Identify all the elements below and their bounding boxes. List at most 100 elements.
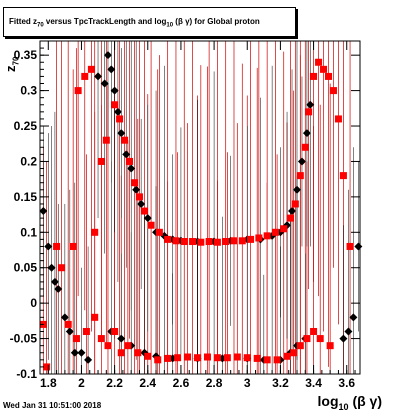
data-point: [111, 101, 119, 109]
data-point: [84, 355, 93, 364]
y-tick-label: 0: [30, 296, 37, 310]
data-point: [243, 354, 251, 362]
data-point: [65, 327, 74, 336]
data-point: [53, 242, 61, 250]
data-point: [296, 172, 304, 180]
data-point: [310, 72, 318, 80]
data-point: [154, 356, 162, 364]
data-point: [223, 354, 231, 362]
data-point: [82, 327, 90, 335]
timestamp-footer: Wed Jan 31 10:51:00 2018: [3, 401, 102, 410]
data-point: [50, 277, 59, 286]
y-tick-label: -0.1: [16, 367, 37, 381]
data-point: [302, 129, 311, 138]
data-point: [296, 342, 304, 350]
data-point: [326, 342, 334, 350]
data-point: [100, 79, 109, 88]
data-point: [60, 313, 69, 322]
data-point: [273, 356, 281, 364]
data-point: [164, 354, 172, 362]
data-point: [70, 348, 79, 357]
data-point: [77, 348, 86, 357]
x-tick-label: 3: [244, 376, 251, 390]
data-point: [97, 157, 105, 165]
data-point: [137, 199, 146, 208]
x-tick-label: 2: [78, 376, 85, 390]
data-point: [135, 193, 143, 201]
x-tick-label: 1.8: [40, 376, 57, 390]
plot-frame: [39, 40, 361, 375]
data-point: [213, 354, 221, 362]
data-point: [334, 115, 342, 123]
data-point: [310, 327, 318, 335]
data-point: [354, 242, 363, 251]
data-point: [324, 72, 332, 80]
data-point: [213, 238, 221, 246]
data-point: [315, 58, 323, 66]
x-tick-label: 3.2: [272, 376, 289, 390]
data-point: [47, 263, 56, 272]
data-point: [124, 342, 132, 350]
data-point: [184, 353, 192, 361]
data-point: [288, 207, 297, 216]
data-point: [197, 238, 205, 246]
x-tick-label: 2.6: [173, 376, 190, 390]
data-point: [131, 179, 139, 187]
data-point: [113, 107, 122, 116]
data-point: [91, 313, 99, 321]
data-point: [230, 237, 238, 245]
data-point: [107, 65, 116, 74]
y-tick-label: 0.05: [14, 261, 38, 275]
data-point: [316, 335, 324, 343]
data-point: [132, 185, 141, 194]
data-point: [222, 238, 230, 246]
data-point: [203, 353, 211, 361]
data-point: [102, 136, 110, 144]
data-point: [69, 242, 77, 250]
data-point: [320, 65, 328, 73]
data-point: [271, 228, 279, 236]
y-tick-label: 0.1: [20, 225, 37, 239]
x-tick-label: 3.4: [305, 376, 322, 390]
data-point: [127, 164, 136, 173]
y-tick-label: -0.05: [10, 332, 38, 346]
y-tick-label: 0.35: [14, 48, 38, 62]
y-axis-label: z70: [3, 56, 21, 72]
data-point: [280, 225, 288, 233]
data-point: [253, 354, 261, 362]
y-tick-label: 0.3: [20, 84, 37, 98]
data-point: [110, 86, 119, 95]
data-point: [44, 242, 53, 251]
data-point: [233, 353, 241, 361]
error-bars: [42, 41, 359, 374]
y-tick-label: 0.15: [14, 190, 38, 204]
data-point: [144, 352, 152, 360]
data-point: [263, 232, 271, 240]
data-point: [54, 284, 63, 293]
data-point: [291, 200, 299, 208]
data-point: [91, 228, 99, 236]
data-point: [58, 264, 66, 272]
x-axis: 1.8 2 2.2 2.4 2.6 2.8 3 3.2 3.4 3.6: [39, 41, 356, 390]
data-point: [111, 327, 119, 335]
data-point: [64, 320, 72, 328]
y-tick-label: 0.25: [14, 119, 38, 133]
data-point: [122, 150, 131, 159]
x-tick-label: 3.6: [338, 376, 355, 390]
data-point: [97, 335, 105, 343]
data-point: [87, 65, 95, 73]
data-point: [174, 354, 182, 362]
data-point: [283, 352, 291, 360]
data-point: [349, 313, 358, 322]
data-point: [238, 237, 246, 245]
data-point: [297, 157, 306, 166]
data-point: [147, 221, 155, 229]
data-point: [301, 143, 309, 151]
x-axis-label: log10 (β γ): [317, 393, 382, 412]
data-point: [344, 327, 353, 336]
data-point: [194, 354, 202, 362]
data-point: [329, 87, 337, 95]
data-point: [263, 356, 271, 364]
